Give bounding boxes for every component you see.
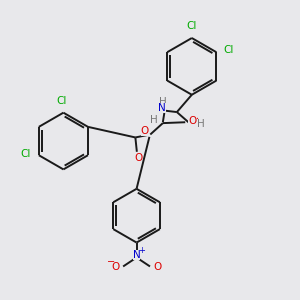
Text: +: + [138, 246, 145, 255]
Text: O: O [141, 127, 149, 136]
Text: O: O [134, 153, 142, 164]
Text: Cl: Cl [20, 149, 31, 159]
Text: H: H [159, 97, 167, 106]
Text: Cl: Cl [224, 45, 234, 55]
Text: O: O [153, 262, 162, 272]
Text: N: N [133, 250, 140, 260]
Text: H: H [150, 115, 158, 125]
Text: N: N [158, 103, 166, 112]
Text: −: − [106, 257, 115, 267]
Text: O: O [190, 117, 198, 127]
Text: Cl: Cl [187, 21, 197, 31]
Text: O: O [188, 116, 196, 126]
Text: H: H [197, 119, 205, 129]
Text: O: O [112, 262, 120, 272]
Text: Cl: Cl [57, 96, 67, 106]
